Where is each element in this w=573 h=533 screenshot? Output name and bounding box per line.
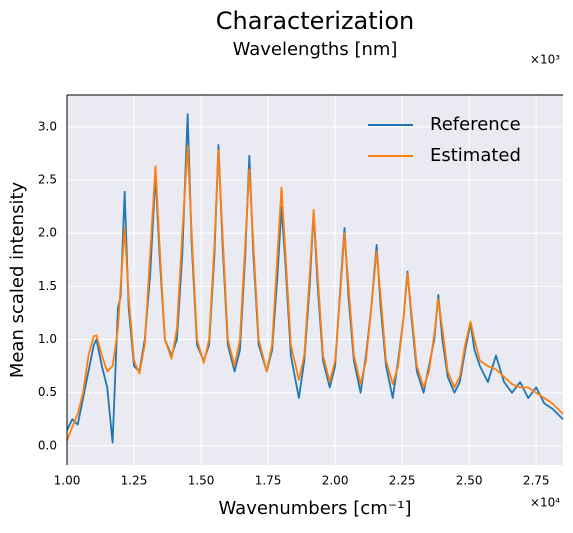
lines [66,113,564,444]
chart-title: Characterization [216,7,414,35]
x-tick-label: 2.00 [322,474,349,488]
x2-offset: ×10³ [530,53,560,67]
legend-label: Estimated [430,145,521,166]
y-tick-label: 1.5 [38,279,57,293]
x-offset: ×10⁴ [530,496,560,510]
x-tick-label: 1.50 [188,474,215,488]
x-axis-label: Wavenumbers [cm⁻¹] [219,498,412,519]
x-tick-label: 1.00 [54,474,81,488]
y-tick-label: 2.0 [38,226,57,240]
series-line [66,145,564,441]
x-tick-label: 1.75 [255,474,282,488]
legend: Reference Estimated [368,114,521,166]
y-tick-label: 0.0 [38,438,57,452]
y-tick-label: 0.5 [38,385,57,399]
y-axis-label: Mean scaled intensity [7,181,28,378]
y-tick-label: 2.5 [38,173,57,187]
x-tick-label: 2.25 [389,474,416,488]
x2-axis-label: Wavelengths [nm] [233,39,398,60]
x-tick-label: 2.75 [523,474,550,488]
legend-label: Reference [430,114,521,135]
y-tick-label: 1.0 [38,332,57,346]
x-tick-label: 1.25 [121,474,148,488]
x-tick-label: 2.50 [456,474,483,488]
y-tick-label: 3.0 [38,119,57,133]
